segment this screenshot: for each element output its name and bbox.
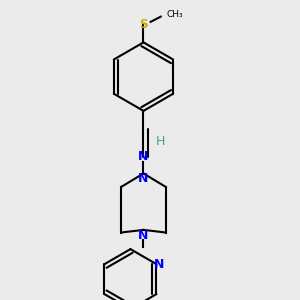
Text: N: N [138, 229, 149, 242]
Text: N: N [138, 172, 149, 185]
Text: N: N [138, 150, 149, 163]
Text: H: H [156, 134, 165, 148]
Text: CH₃: CH₃ [166, 10, 183, 19]
Text: S: S [139, 18, 148, 31]
Text: N: N [154, 258, 164, 271]
